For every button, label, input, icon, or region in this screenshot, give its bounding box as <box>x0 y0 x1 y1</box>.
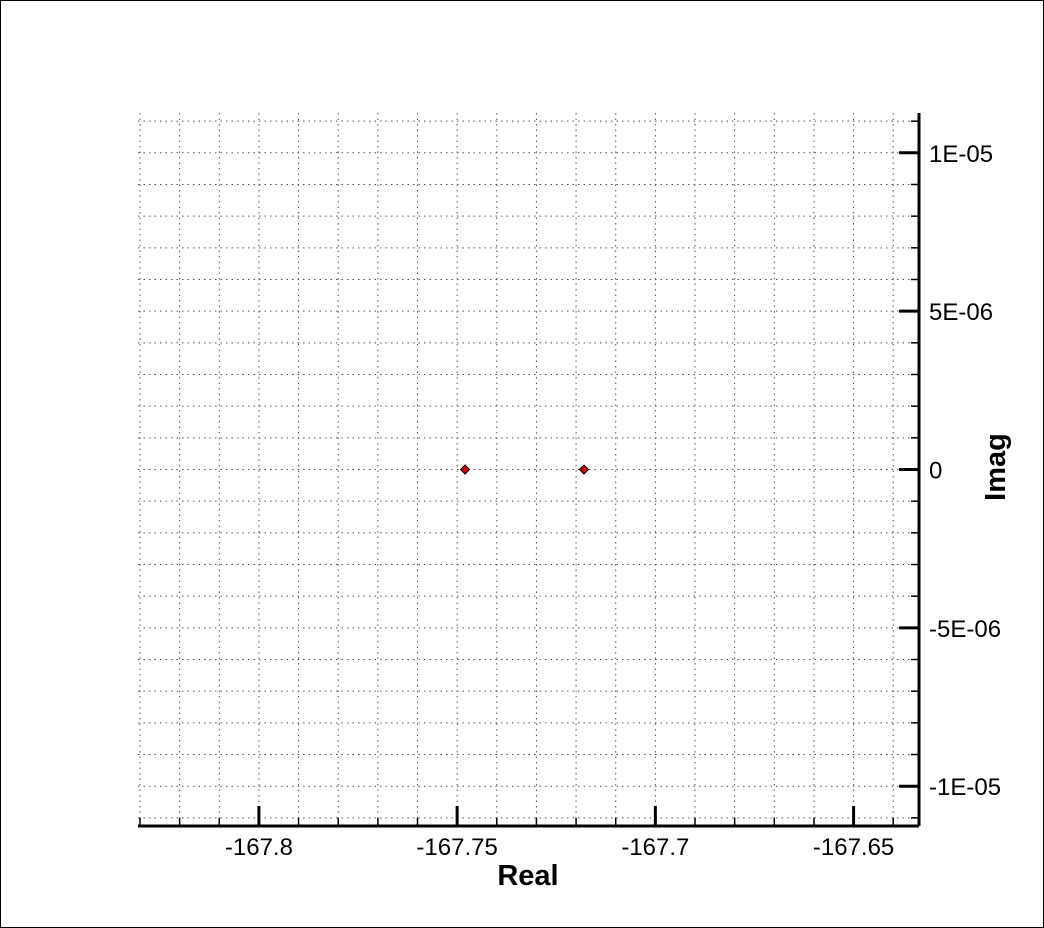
y-tick-label: -5E-06 <box>929 616 1001 643</box>
tick-labels: -167.8 -167.75 -167.7 -167.65 1E-05 5E-06 0 -5E… <box>225 141 1001 861</box>
grid <box>138 113 919 826</box>
x-tick-label: -167.65 <box>813 834 894 861</box>
data-point <box>578 464 590 475</box>
ticks <box>139 120 919 826</box>
x-tick-label: -167.7 <box>621 834 689 861</box>
y-axis-title: Imag <box>980 433 1012 501</box>
y-tick-label: 5E-06 <box>929 299 993 326</box>
data-points <box>459 464 590 475</box>
y-tick-label: -1E-05 <box>929 774 1001 801</box>
x-tick-label: -167.75 <box>416 834 497 861</box>
y-tick-label: 0 <box>929 458 942 485</box>
x-axis-title: Real <box>497 860 558 892</box>
data-point <box>459 464 471 475</box>
y-tick-label: 1E-05 <box>929 141 993 168</box>
x-tick-label: -167.8 <box>225 834 293 861</box>
